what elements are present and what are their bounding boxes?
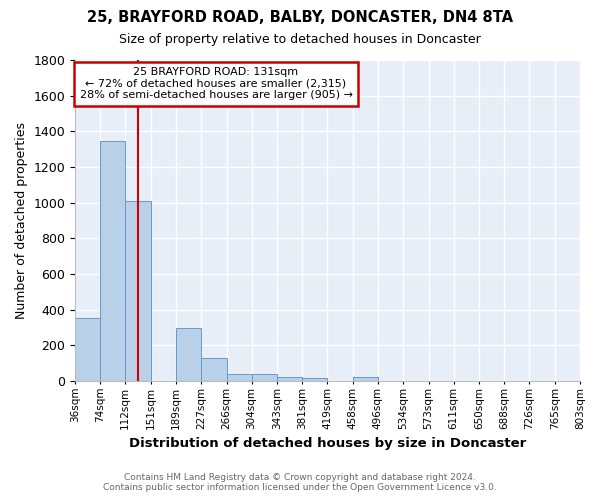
Bar [125,201,151,381]
Bar [100,141,125,381]
Text: Size of property relative to detached houses in Doncaster: Size of property relative to detached ho… [119,32,481,46]
Bar [302,378,327,381]
Bar [176,328,201,381]
Bar [201,358,227,381]
Bar [277,377,302,381]
Bar [251,374,277,381]
Bar [75,318,100,381]
Bar [227,374,251,381]
Text: 25, BRAYFORD ROAD, BALBY, DONCASTER, DN4 8TA: 25, BRAYFORD ROAD, BALBY, DONCASTER, DN4… [87,10,513,25]
Text: Contains HM Land Registry data © Crown copyright and database right 2024.
Contai: Contains HM Land Registry data © Crown c… [103,473,497,492]
X-axis label: Distribution of detached houses by size in Doncaster: Distribution of detached houses by size … [129,437,526,450]
Text: 25 BRAYFORD ROAD: 131sqm
← 72% of detached houses are smaller (2,315)
28% of sem: 25 BRAYFORD ROAD: 131sqm ← 72% of detach… [80,67,353,100]
Bar [353,377,378,381]
Y-axis label: Number of detached properties: Number of detached properties [15,122,28,319]
